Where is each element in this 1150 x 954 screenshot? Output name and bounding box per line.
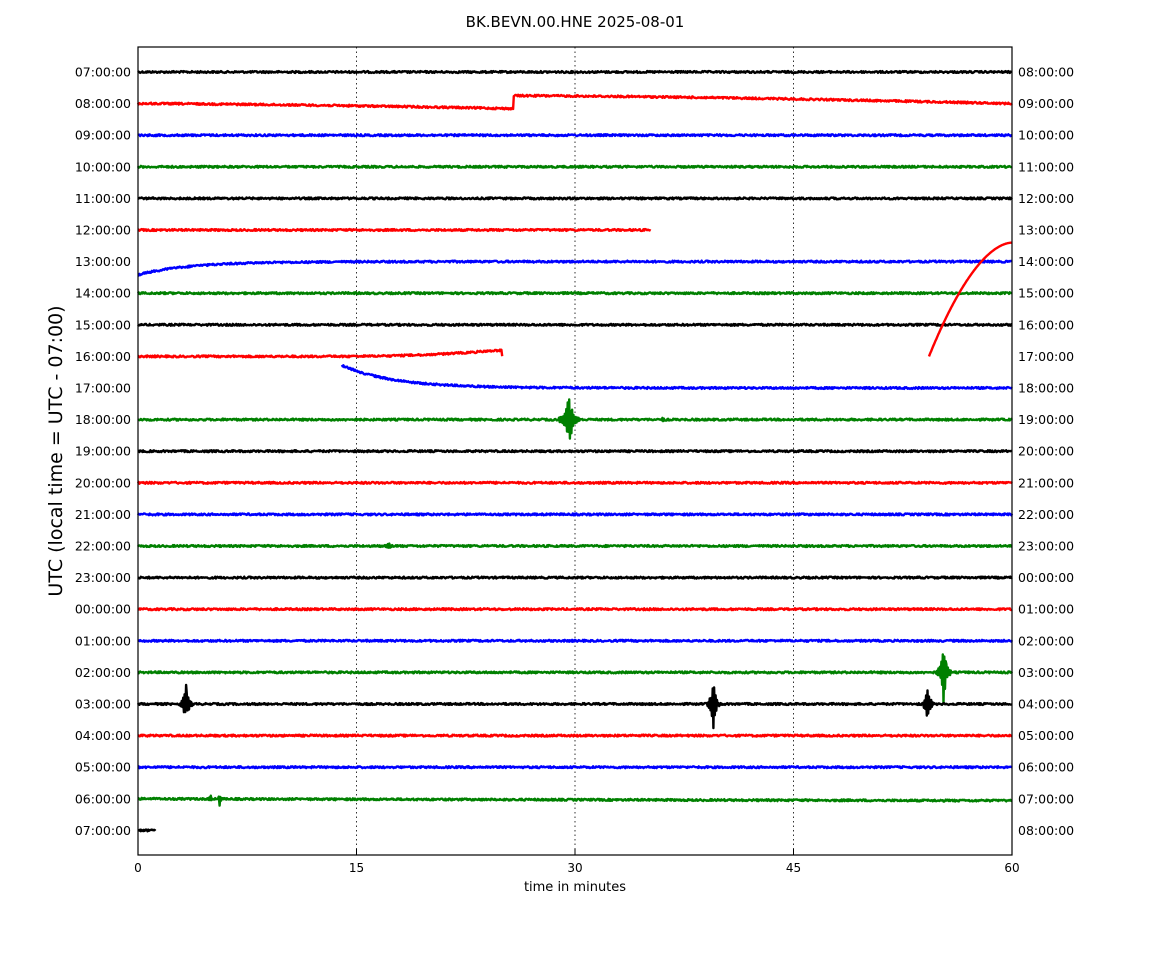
right-row-label: 06:00:00: [1018, 760, 1074, 775]
left-row-label: 06:00:00: [75, 791, 131, 806]
trace-line: [137, 733, 1013, 738]
x-tick-labels: 0 15 30 45 60: [134, 849, 1020, 875]
right-row-label: 15:00:00: [1018, 286, 1074, 301]
left-row-label: 03:00:00: [75, 697, 131, 712]
x-tick-label: 15: [349, 861, 364, 875]
left-row-label: 08:00:00: [75, 96, 131, 111]
left-row-label: 04:00:00: [75, 728, 131, 743]
y-axis-label: UTC (local time = UTC - 07:00): [45, 305, 67, 596]
trace-line: [137, 322, 1013, 327]
left-row-label: 21:00:00: [75, 507, 131, 522]
right-row-label: 16:00:00: [1018, 317, 1074, 332]
right-row-label: 17:00:00: [1018, 349, 1074, 364]
trace-line: [136, 683, 1013, 730]
x-tick-label: 45: [786, 861, 801, 875]
right-row-label: 05:00:00: [1018, 728, 1074, 743]
right-row-label: 22:00:00: [1018, 507, 1074, 522]
left-row-label: 01:00:00: [75, 633, 131, 648]
x-tick-label: 30: [567, 861, 582, 875]
trace-line: [137, 69, 1013, 75]
trace-line: [137, 607, 1013, 612]
right-tick-labels: 08:00:00 09:00:00 10:00:00 11:00:00 12:00:00…: [1018, 65, 1074, 838]
trace-line: [137, 653, 1014, 705]
left-row-label: 10:00:00: [75, 159, 131, 174]
trace-line: [137, 765, 1013, 770]
right-row-label: 23:00:00: [1018, 539, 1074, 554]
right-row-label: 21:00:00: [1018, 475, 1074, 490]
right-row-label: 18:00:00: [1018, 381, 1074, 396]
overlay-trace-line: [927, 241, 1013, 357]
right-row-label: 10:00:00: [1018, 128, 1074, 143]
trace-line: [136, 512, 1014, 517]
trace-line: [137, 259, 1013, 277]
chart-title: BK.BEVN.00.HNE 2025-08-01: [466, 13, 685, 31]
right-row-label: 00:00:00: [1018, 570, 1074, 585]
left-row-label: 07:00:00: [75, 65, 131, 80]
right-row-label: 20:00:00: [1018, 444, 1074, 459]
right-row-label: 14:00:00: [1018, 254, 1074, 269]
right-row-label: 07:00:00: [1018, 791, 1074, 806]
trace-line: [137, 133, 1013, 138]
left-row-label: 19:00:00: [75, 444, 131, 459]
left-row-label: 00:00:00: [75, 602, 131, 617]
trace-line: [137, 348, 504, 359]
left-row-label: 12:00:00: [75, 223, 131, 238]
left-row-label: 18:00:00: [75, 412, 131, 427]
right-row-label: 11:00:00: [1018, 159, 1074, 174]
left-row-label: 20:00:00: [75, 475, 131, 490]
trace-line: [136, 542, 1013, 549]
right-row-label: 08:00:00: [1018, 65, 1074, 80]
left-row-label: 09:00:00: [75, 128, 131, 143]
left-tick-labels: 07:00:00 08:00:00 09:00:00 10:00:00 11:00:00…: [75, 65, 131, 838]
x-tick-label: 60: [1004, 861, 1019, 875]
trace-line: [137, 828, 157, 833]
left-row-label: 16:00:00: [75, 349, 131, 364]
right-row-label: 03:00:00: [1018, 665, 1074, 680]
trace-line: [136, 93, 1013, 111]
trace-line: [137, 449, 1013, 454]
right-row-label: 12:00:00: [1018, 191, 1074, 206]
left-row-label: 13:00:00: [75, 254, 131, 269]
left-row-label: 17:00:00: [75, 381, 131, 396]
trace-line: [137, 398, 1013, 440]
right-row-label: 09:00:00: [1018, 96, 1074, 111]
right-row-label: 02:00:00: [1018, 633, 1074, 648]
right-row-label: 08:00:00: [1018, 823, 1074, 838]
left-row-label: 22:00:00: [75, 539, 131, 554]
right-row-label: 13:00:00: [1018, 223, 1074, 238]
right-row-label: 01:00:00: [1018, 602, 1074, 617]
trace-group: [136, 69, 1014, 833]
left-row-label: 23:00:00: [75, 570, 131, 585]
trace-line: [136, 480, 1013, 485]
left-row-label: 05:00:00: [75, 760, 131, 775]
plot-frame: [137, 46, 1013, 856]
trace-line: [137, 227, 652, 233]
left-row-label: 15:00:00: [75, 317, 131, 332]
left-row-label: 07:00:00: [75, 823, 131, 838]
trace-line: [137, 794, 1013, 807]
left-row-label: 02:00:00: [75, 665, 131, 680]
trace-line: [136, 164, 1013, 169]
left-row-label: 11:00:00: [75, 191, 131, 206]
left-row-label: 14:00:00: [75, 286, 131, 301]
trace-line: [137, 638, 1014, 643]
right-row-label: 19:00:00: [1018, 412, 1074, 427]
trace-line: [137, 196, 1013, 201]
right-row-label: 04:00:00: [1018, 697, 1074, 712]
trace-line: [137, 291, 1013, 296]
x-axis-label: time in minutes: [524, 880, 626, 895]
trace-line: [137, 575, 1013, 580]
trace-line: [340, 364, 1013, 391]
x-tick-label: 0: [134, 861, 142, 875]
